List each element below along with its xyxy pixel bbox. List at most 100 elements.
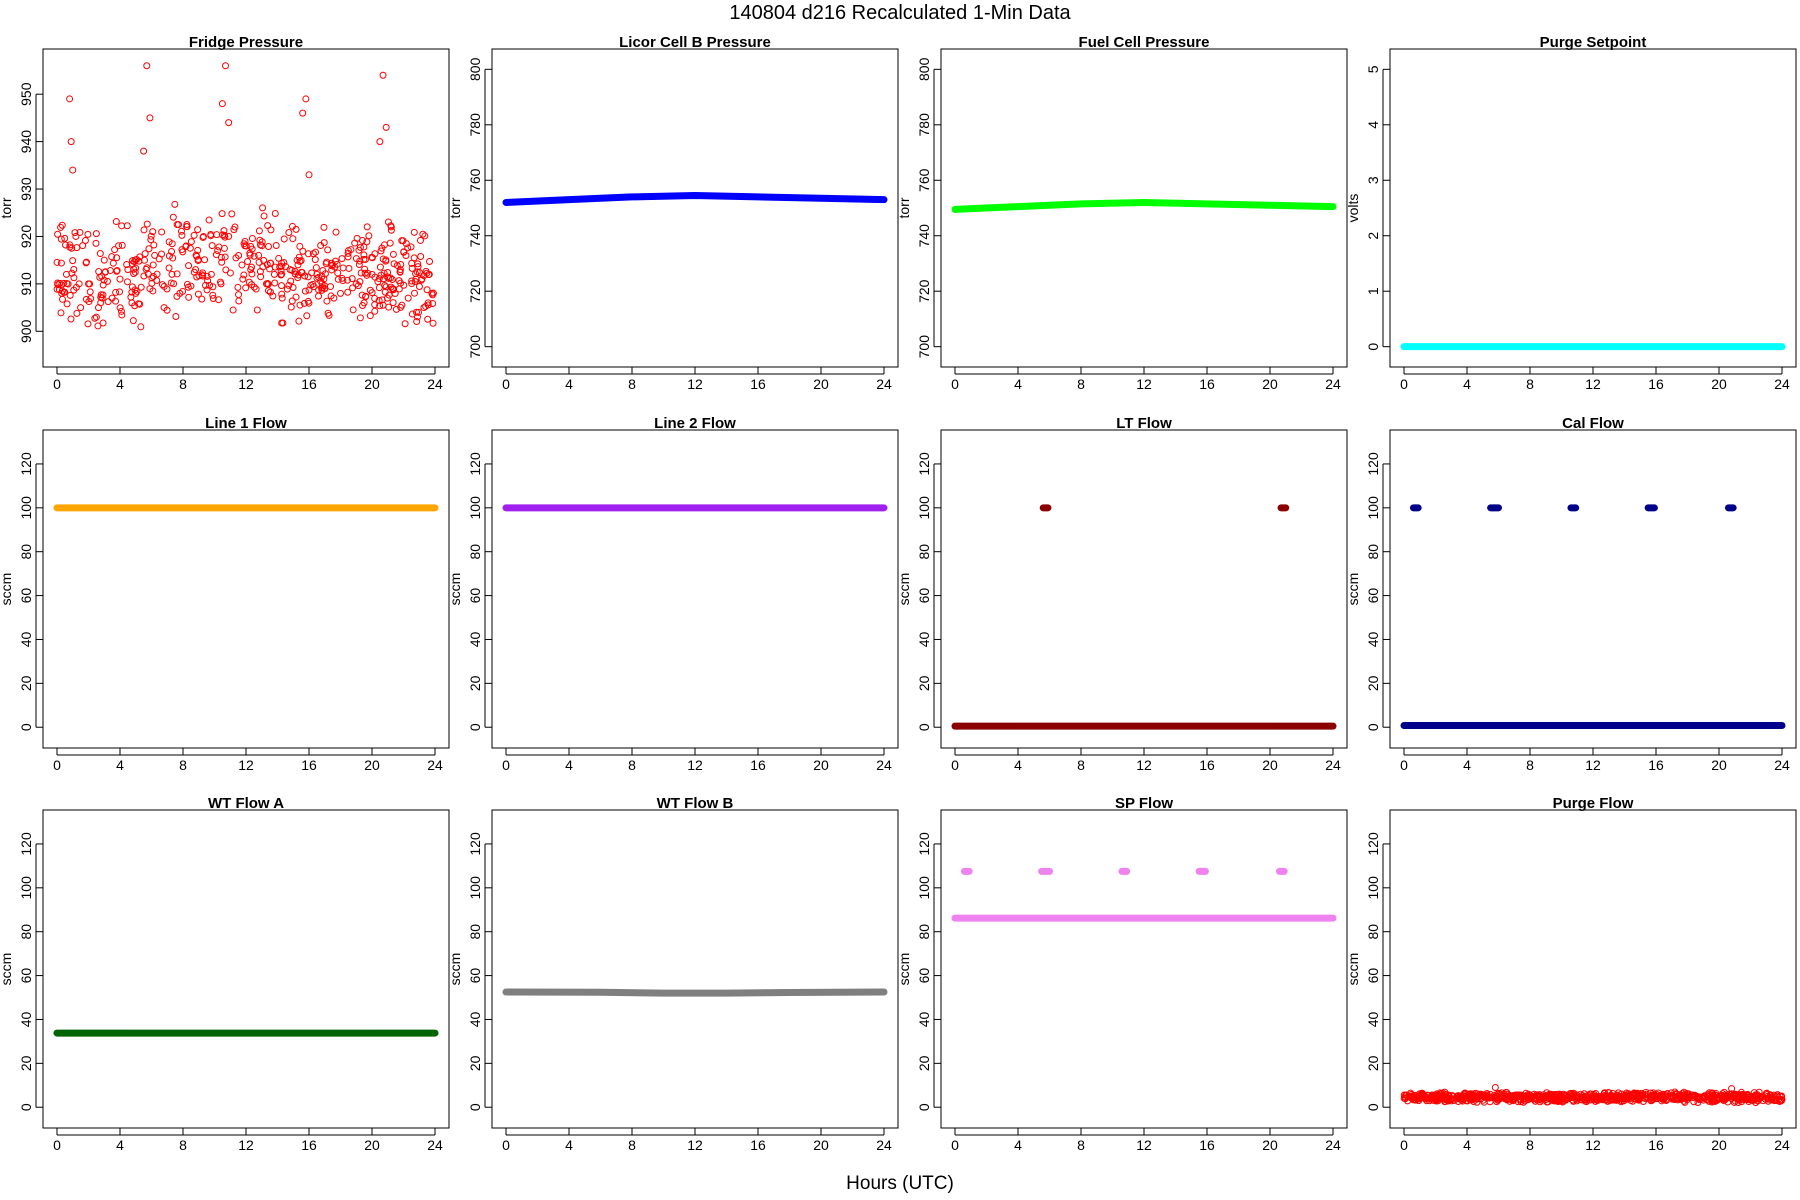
series (951, 198, 1337, 213)
data-point (198, 295, 206, 303)
data-point (92, 313, 100, 321)
data-point (1673, 1090, 1681, 1098)
data-point (1579, 1095, 1587, 1103)
data-point (137, 283, 145, 291)
panel-lt-flow: LT Flow sccm 0 4 8 12 16 20 24 0 20 40 60 80 100 120 (896, 415, 1348, 773)
data-point (123, 260, 131, 268)
x-tick-label: 12 (1585, 1137, 1601, 1153)
y-axis-label: sccm (1345, 953, 1361, 986)
data-point (163, 285, 171, 293)
data-point (267, 226, 275, 234)
x-tick-label: 0 (951, 1137, 959, 1153)
data-point (185, 293, 193, 301)
data-point (252, 285, 260, 293)
x-tick-label: 0 (53, 1137, 61, 1153)
y-tick-label: 60 (467, 588, 483, 604)
x-tick-label: 12 (238, 1137, 254, 1153)
data-point (277, 267, 285, 275)
data-point (94, 322, 102, 330)
data-point (57, 235, 65, 243)
series (951, 867, 1337, 922)
data-point (401, 320, 409, 328)
data-point (1552, 1090, 1560, 1098)
x-tick-label: 8 (1077, 757, 1085, 773)
data-point (184, 283, 192, 291)
data-point (256, 236, 264, 244)
data-point (141, 250, 149, 258)
series-band (502, 192, 888, 206)
data-point (212, 251, 220, 259)
data-point (288, 222, 296, 230)
data-point (308, 269, 316, 277)
data-point (259, 204, 267, 212)
data-point (209, 295, 217, 303)
data-point (423, 286, 431, 294)
data-point (151, 251, 159, 259)
data-point (301, 287, 309, 295)
data-point (1433, 1092, 1441, 1100)
data-point (1473, 1095, 1481, 1103)
data-point (70, 265, 78, 273)
data-point (301, 272, 309, 280)
data-point (386, 274, 394, 282)
x-tick-label: 24 (876, 1137, 892, 1153)
data-point (144, 270, 152, 278)
y-tick-label: 950 (18, 82, 34, 106)
plot-frame (1389, 429, 1797, 749)
data-point (1764, 1095, 1772, 1103)
data-point (1629, 1091, 1637, 1099)
data-point (408, 310, 416, 318)
data-point (1590, 1092, 1598, 1100)
data-point (412, 308, 420, 316)
data-point (112, 297, 120, 305)
data-point (1597, 1095, 1605, 1103)
data-point (53, 285, 61, 293)
data-point (226, 269, 234, 277)
data-point (61, 234, 69, 242)
y-tick-label: 930 (18, 177, 34, 201)
data-point (70, 274, 78, 282)
panel-cal-flow: Cal Flow sccm 0 4 8 12 16 20 24 0 20 40 60 80 100 120 (1345, 415, 1797, 773)
data-point (408, 277, 416, 285)
plot-frame (491, 809, 899, 1129)
panel-title: Purge Setpoint (1540, 34, 1647, 51)
data-point (241, 242, 249, 250)
data-point (140, 147, 148, 155)
data-point (229, 306, 237, 314)
x-tick-label: 12 (687, 1137, 703, 1153)
data-point (283, 285, 291, 293)
data-point (199, 272, 207, 280)
data-point (1711, 1091, 1719, 1099)
x-tick-label: 20 (813, 757, 829, 773)
data-point (315, 292, 323, 300)
data-point (334, 269, 342, 277)
data-point (218, 100, 226, 108)
y-tick-label: 760 (467, 168, 483, 192)
data-point (1559, 1098, 1567, 1106)
data-point (239, 275, 247, 283)
data-point (363, 238, 371, 246)
data-point (1554, 1098, 1562, 1106)
data-point (426, 258, 434, 266)
data-point (130, 265, 138, 273)
data-point (94, 304, 102, 312)
data-point (172, 312, 180, 320)
y-tick-label: 5 (1365, 65, 1381, 73)
data-point (375, 284, 383, 292)
data-point (1477, 1095, 1485, 1103)
data-point (86, 280, 94, 288)
data-point (186, 244, 194, 252)
x-tick-label: 0 (1400, 376, 1408, 392)
data-point (77, 304, 85, 312)
data-point (260, 256, 268, 264)
data-point (129, 317, 137, 325)
data-point (104, 277, 112, 285)
y-tick-label: 80 (1365, 544, 1381, 560)
y-tick-label: 60 (467, 968, 483, 984)
x-tick-label: 0 (951, 376, 959, 392)
plot-frame (491, 429, 899, 749)
data-point (141, 256, 149, 264)
panel-title: Licor Cell B Pressure (619, 34, 771, 51)
data-point (377, 271, 385, 279)
data-point (415, 282, 423, 290)
